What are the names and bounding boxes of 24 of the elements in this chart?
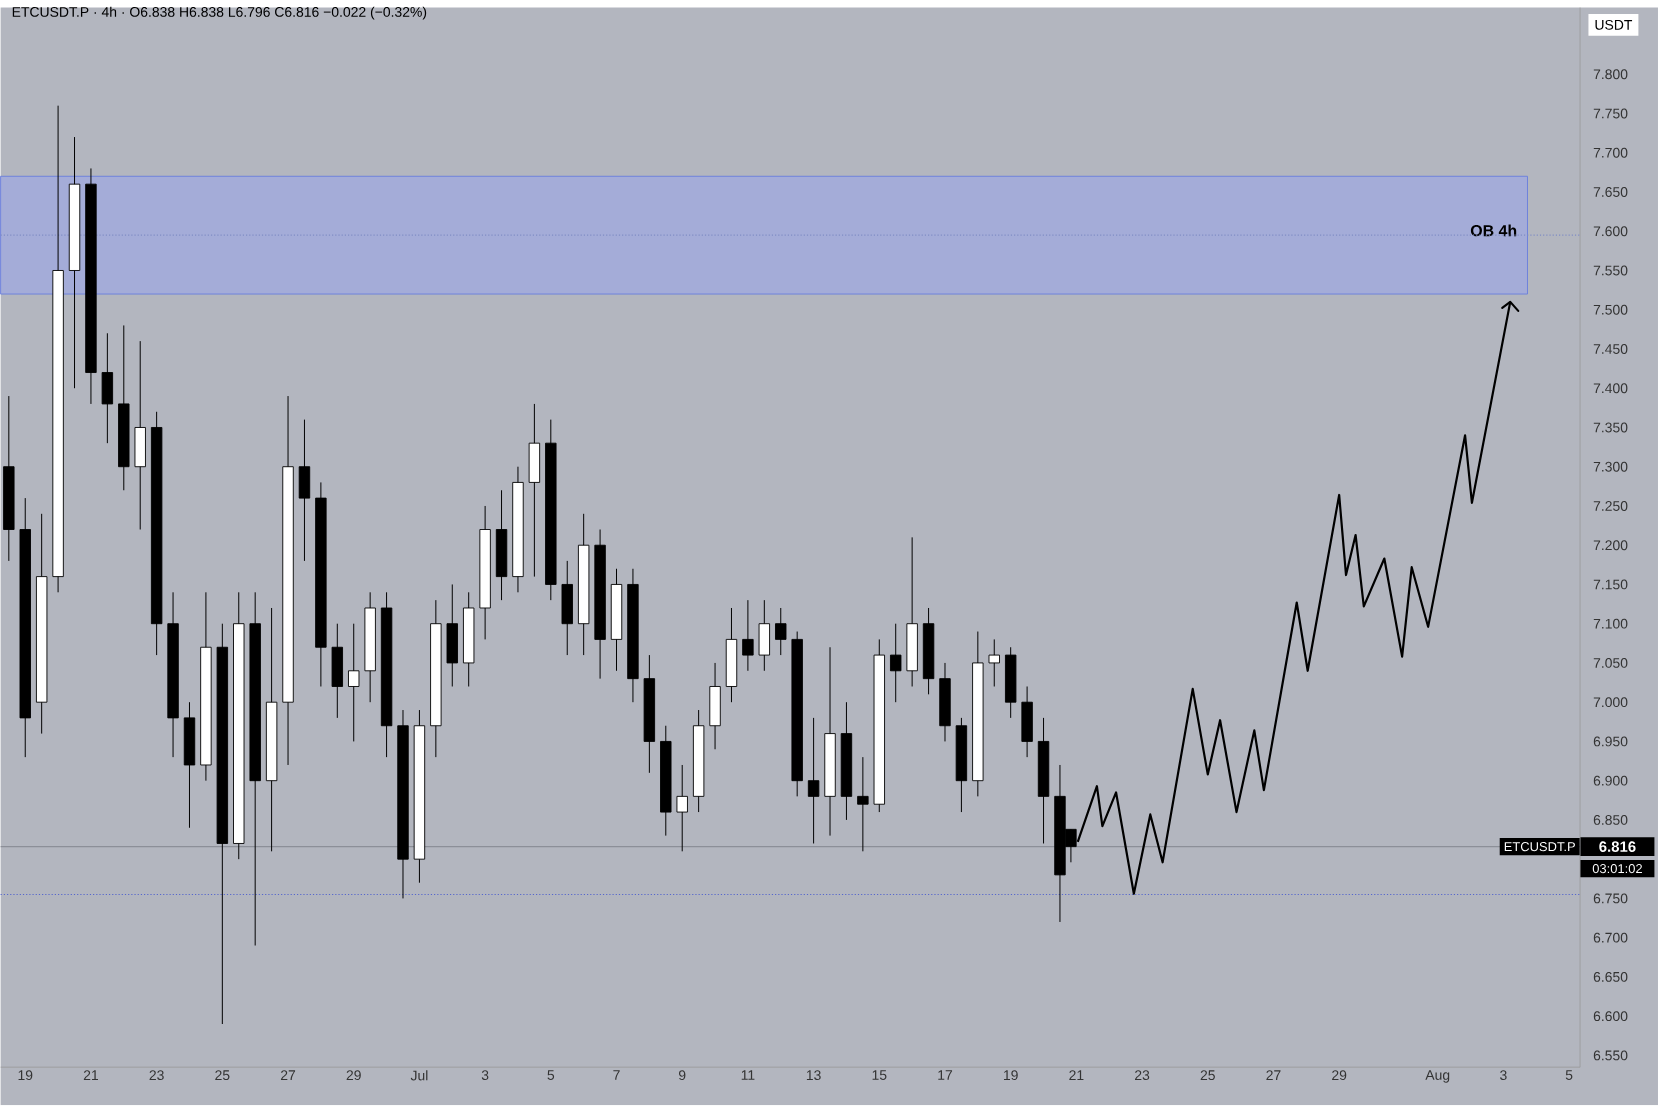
candlestick (183, 702, 196, 829)
candlestick (495, 490, 508, 602)
candlestick (725, 607, 738, 704)
candlestick (807, 717, 820, 845)
candlestick (742, 600, 754, 672)
candlestick (134, 341, 146, 531)
candlestick (1004, 647, 1017, 719)
candlestick (298, 419, 311, 562)
candlestick (528, 403, 541, 578)
candlestick (890, 623, 902, 704)
candlestick (101, 333, 114, 445)
candlestick (1021, 686, 1033, 759)
candlestick (676, 764, 688, 853)
candlestick (857, 757, 869, 853)
candlestick (446, 584, 458, 688)
candlestick (331, 623, 344, 719)
candlestick (906, 537, 918, 688)
candlestick (561, 560, 573, 656)
candlestick (939, 662, 951, 743)
candlestick (709, 662, 721, 751)
candlestick (758, 600, 771, 672)
candlestick (348, 623, 360, 743)
candlestick (988, 639, 1000, 688)
candlestick (775, 607, 787, 656)
